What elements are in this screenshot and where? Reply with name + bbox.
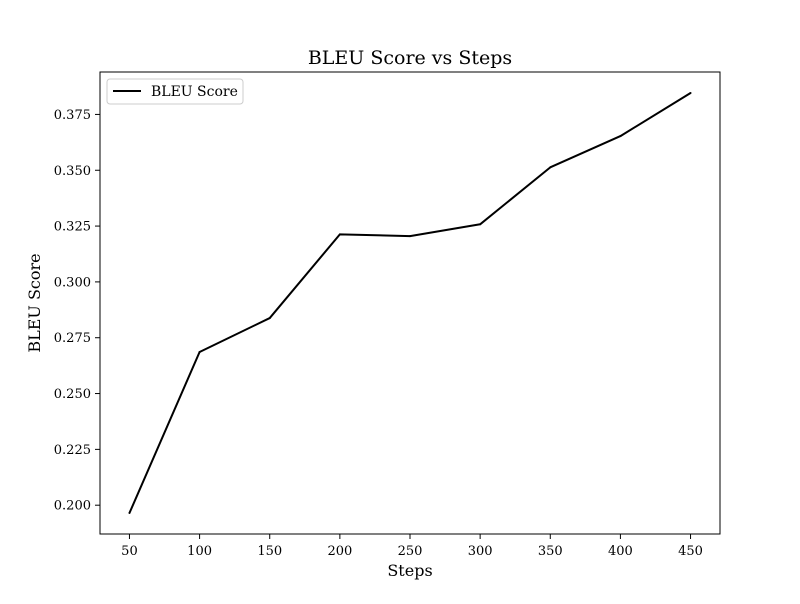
x-axis-ticks: 50 100 150 200 250 300 350 400 450 [121,534,703,559]
x-tick-label: 300 [468,544,493,559]
y-tick-label: 0.325 [54,220,91,235]
y-tick-label: 0.350 [54,164,91,179]
data-point [619,135,622,138]
y-tick-label: 0.200 [54,499,91,514]
series-points [128,91,692,515]
legend: BLEU Score [106,78,244,105]
data-point [689,91,692,94]
y-tick-label: 0.225 [54,443,91,458]
data-point [549,166,552,169]
data-point [268,317,271,320]
y-axis-label: BLEU Score [25,253,44,352]
legend-label-bleu-score: BLEU Score [151,84,238,100]
x-tick-label: 100 [187,544,212,559]
x-tick-label: 200 [327,544,352,559]
legend-box [106,78,244,105]
x-tick-label: 150 [257,544,282,559]
x-tick-label: 400 [608,544,633,559]
y-tick-label: 0.300 [54,275,91,290]
data-point [409,235,411,238]
y-tick-label: 0.250 [54,387,91,402]
x-tick-label: 50 [121,544,138,559]
y-tick-label: 0.375 [54,108,91,123]
data-point [479,223,482,226]
chart-title: BLEU Score vs Steps [308,47,512,69]
y-axis-ticks: 0.200 0.225 0.250 0.275 0.300 0.325 0.350 0.375 [54,108,100,514]
data-point [338,233,341,236]
data-point [128,512,131,515]
x-tick-label: 350 [538,544,563,559]
x-tick-label: 250 [398,544,423,559]
y-tick-label: 0.275 [54,331,91,346]
plot-frame [99,71,721,535]
data-point [198,351,201,354]
x-tick-label: 450 [678,544,703,559]
x-axis-label: Steps [387,561,432,580]
